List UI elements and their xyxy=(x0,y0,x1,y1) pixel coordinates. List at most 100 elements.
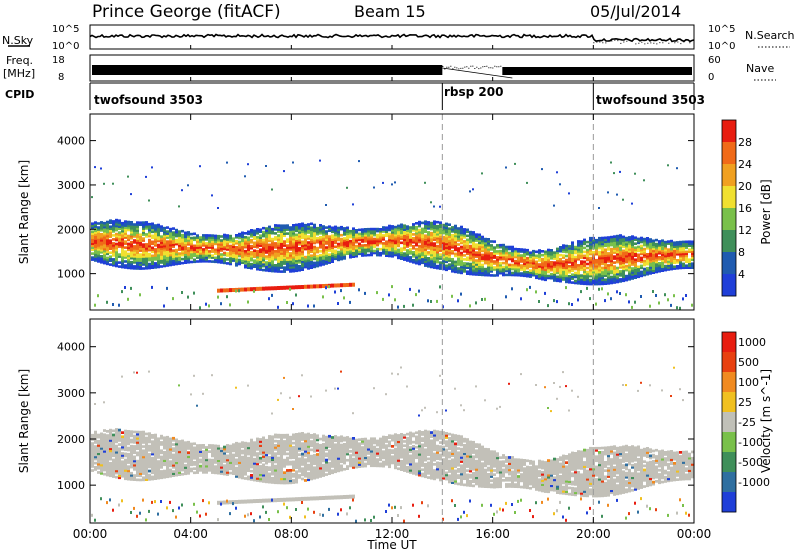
scatter-cell xyxy=(109,447,112,451)
scatter-cell xyxy=(274,268,277,271)
scatter-cell xyxy=(391,233,394,236)
scatter-cell xyxy=(583,278,586,282)
scatter-cell xyxy=(127,467,130,471)
scatter-cell xyxy=(538,269,541,272)
scatter-cell xyxy=(145,459,148,463)
scatter-cell xyxy=(433,232,436,235)
scatter-cell xyxy=(151,456,154,460)
scatter-cell xyxy=(547,256,550,260)
scatter-cell xyxy=(358,160,360,163)
scatter-cell xyxy=(184,261,187,264)
scatter-cell xyxy=(286,301,288,304)
scatter-cell xyxy=(469,256,472,260)
scatter-cell xyxy=(610,241,613,245)
scatter-cell xyxy=(403,254,406,257)
scatter-cell xyxy=(538,257,541,260)
scatter-cell xyxy=(259,477,262,481)
scatter-cell xyxy=(229,246,232,250)
scatter-cell xyxy=(412,233,415,236)
scatter-cell xyxy=(178,244,181,247)
scatter-cell xyxy=(133,265,136,268)
scatter-cell xyxy=(115,244,118,248)
scatter-cell xyxy=(538,259,541,262)
scatter-cell xyxy=(115,226,118,230)
scatter-cell xyxy=(442,267,445,271)
scatter-cell xyxy=(439,231,442,234)
scatter-cell xyxy=(160,443,163,446)
scatter-cell xyxy=(670,303,672,307)
scatter-cell xyxy=(565,248,568,252)
scatter-cell xyxy=(583,256,586,260)
scatter-cell xyxy=(565,286,567,290)
scatter-cell xyxy=(472,265,475,268)
scatter-cell xyxy=(202,248,205,251)
scatter-cell xyxy=(283,232,286,235)
scatter-cell xyxy=(535,254,538,258)
scatter-cell xyxy=(100,465,103,469)
scatter-cell xyxy=(142,257,145,260)
scatter-cell xyxy=(127,226,130,230)
scatter-cell xyxy=(157,223,160,227)
scatter-cell xyxy=(544,274,547,278)
scatter-cell xyxy=(118,470,121,473)
scatter-cell xyxy=(220,245,223,248)
scatter-cell xyxy=(190,242,193,246)
scatter-cell xyxy=(268,435,271,438)
scatter-cell xyxy=(277,260,280,263)
scatter-cell xyxy=(103,261,106,265)
scatter-cell xyxy=(526,252,529,256)
scatter-cell xyxy=(154,254,157,257)
scatter-cell xyxy=(163,258,166,262)
scatter-cell xyxy=(94,441,97,444)
scatter-cell xyxy=(610,269,613,273)
scatter-cell xyxy=(532,265,535,269)
scatter-cell xyxy=(676,167,678,170)
scatter-cell xyxy=(133,430,136,434)
scatter-cell xyxy=(184,243,187,247)
scatter-cell xyxy=(274,439,277,443)
scatter-cell xyxy=(193,467,196,470)
scatter-cell xyxy=(187,470,190,473)
scatter-cell xyxy=(610,275,613,279)
scatter-cell xyxy=(274,238,277,241)
scatter-cell xyxy=(610,235,613,239)
scatter-cell xyxy=(532,267,535,271)
scatter-cell xyxy=(436,226,439,230)
scatter-cell xyxy=(568,253,571,256)
scatter-cell xyxy=(256,257,259,261)
scatter-cell xyxy=(229,500,232,505)
scatter-cell xyxy=(259,254,262,257)
scatter-cell xyxy=(349,300,351,304)
scatter-cell xyxy=(139,464,142,467)
scatter-cell xyxy=(127,436,130,439)
scatter-cell xyxy=(232,443,235,446)
scatter-cell xyxy=(211,242,214,245)
scatter-cell xyxy=(232,239,235,242)
scatter-cell xyxy=(430,227,433,231)
scatter-cell xyxy=(106,442,109,446)
scatter-cell xyxy=(118,237,121,240)
scatter-cell xyxy=(139,455,142,459)
scatter-cell xyxy=(157,263,160,267)
scatter-cell xyxy=(121,470,124,474)
scatter-cell xyxy=(91,446,94,450)
scatter-cell xyxy=(430,300,432,303)
scatter-cell xyxy=(559,261,562,265)
scatter-cell xyxy=(637,247,640,251)
scatter-cell xyxy=(352,241,355,244)
scatter-cell xyxy=(193,236,196,240)
scatter-cell xyxy=(247,300,249,304)
scatter-cell xyxy=(313,284,316,289)
scatter-cell xyxy=(247,244,250,247)
scatter-cell xyxy=(112,234,115,237)
scatter-cell xyxy=(94,249,97,252)
scatter-cell xyxy=(181,253,184,257)
scatter-cell xyxy=(685,264,688,267)
scatter-cell xyxy=(178,230,181,233)
scatter-cell xyxy=(631,251,634,254)
scatter-cell xyxy=(94,237,97,240)
scatter-cell xyxy=(136,514,138,518)
scatter-cell xyxy=(118,265,121,268)
scatter-cell xyxy=(661,269,664,272)
scatter-cell xyxy=(664,240,667,244)
